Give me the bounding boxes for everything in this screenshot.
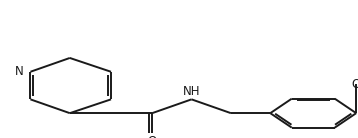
Text: O: O [352,78,358,91]
Text: NH: NH [183,85,200,99]
Text: O: O [147,135,157,138]
Text: N: N [15,65,24,78]
